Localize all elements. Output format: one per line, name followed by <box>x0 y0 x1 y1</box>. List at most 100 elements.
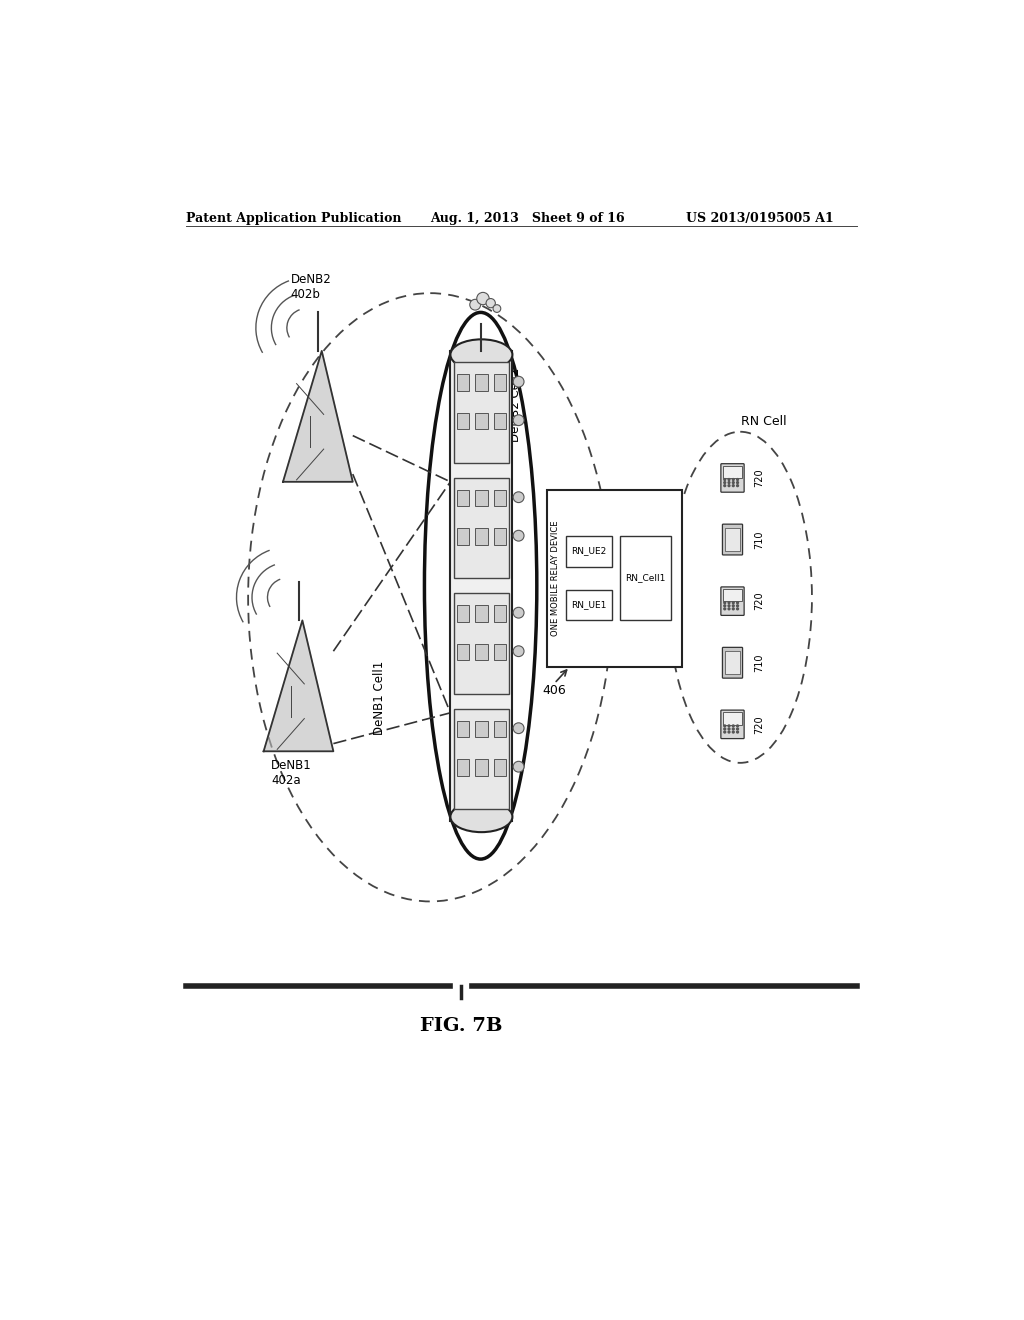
Text: Aug. 1, 2013   Sheet 9 of 16: Aug. 1, 2013 Sheet 9 of 16 <box>430 213 625 224</box>
Circle shape <box>736 725 738 727</box>
Circle shape <box>728 725 730 727</box>
Ellipse shape <box>451 801 512 832</box>
FancyBboxPatch shape <box>723 589 741 602</box>
FancyBboxPatch shape <box>475 759 487 776</box>
Text: RN_Cell1: RN_Cell1 <box>625 574 666 582</box>
Circle shape <box>736 729 738 730</box>
Circle shape <box>732 609 734 610</box>
Circle shape <box>470 300 480 310</box>
Circle shape <box>732 605 734 607</box>
FancyBboxPatch shape <box>457 721 469 738</box>
FancyBboxPatch shape <box>451 351 512 821</box>
Circle shape <box>724 479 726 480</box>
Text: DeNB1
402a: DeNB1 402a <box>271 759 312 787</box>
Circle shape <box>736 609 738 610</box>
Circle shape <box>732 602 734 603</box>
FancyBboxPatch shape <box>457 644 469 660</box>
FancyBboxPatch shape <box>475 412 487 429</box>
FancyBboxPatch shape <box>457 759 469 776</box>
FancyBboxPatch shape <box>475 644 487 660</box>
FancyBboxPatch shape <box>494 644 506 660</box>
FancyBboxPatch shape <box>566 536 612 566</box>
FancyBboxPatch shape <box>725 528 740 552</box>
Circle shape <box>736 482 738 483</box>
FancyBboxPatch shape <box>455 478 509 578</box>
Text: DeNB2 Cell2: DeNB2 Cell2 <box>509 368 522 442</box>
FancyBboxPatch shape <box>722 647 742 678</box>
Text: ONE MOBILE RELAY DEVICE: ONE MOBILE RELAY DEVICE <box>551 520 560 636</box>
FancyBboxPatch shape <box>494 759 506 776</box>
Text: 720: 720 <box>755 591 764 610</box>
FancyBboxPatch shape <box>475 490 487 507</box>
Text: RN_UE2: RN_UE2 <box>571 546 607 556</box>
FancyBboxPatch shape <box>457 528 469 545</box>
FancyBboxPatch shape <box>475 721 487 738</box>
Circle shape <box>724 609 726 610</box>
FancyBboxPatch shape <box>723 466 741 478</box>
Circle shape <box>513 414 524 425</box>
Circle shape <box>728 602 730 603</box>
Text: DeNB2
402b: DeNB2 402b <box>291 273 332 301</box>
FancyBboxPatch shape <box>494 605 506 622</box>
Ellipse shape <box>451 339 512 370</box>
Circle shape <box>513 607 524 618</box>
Text: Patent Application Publication: Patent Application Publication <box>186 213 401 224</box>
Circle shape <box>724 602 726 603</box>
Polygon shape <box>263 620 334 751</box>
FancyBboxPatch shape <box>457 374 469 391</box>
Circle shape <box>732 729 734 730</box>
FancyBboxPatch shape <box>723 713 741 725</box>
Circle shape <box>724 725 726 727</box>
FancyBboxPatch shape <box>475 374 487 391</box>
Circle shape <box>724 729 726 730</box>
Circle shape <box>728 605 730 607</box>
FancyBboxPatch shape <box>494 528 506 545</box>
Circle shape <box>736 731 738 733</box>
Circle shape <box>513 762 524 772</box>
FancyBboxPatch shape <box>457 490 469 507</box>
FancyBboxPatch shape <box>547 490 682 667</box>
Circle shape <box>493 305 501 313</box>
Text: US 2013/0195005 A1: US 2013/0195005 A1 <box>686 213 834 224</box>
Text: RN Cell: RN Cell <box>740 414 786 428</box>
Circle shape <box>736 605 738 607</box>
Circle shape <box>728 482 730 483</box>
Circle shape <box>728 609 730 610</box>
FancyBboxPatch shape <box>455 594 509 693</box>
Circle shape <box>732 725 734 727</box>
Circle shape <box>736 484 738 487</box>
FancyBboxPatch shape <box>475 605 487 622</box>
Text: 720: 720 <box>755 715 764 734</box>
Circle shape <box>728 729 730 730</box>
Circle shape <box>728 479 730 480</box>
Polygon shape <box>283 351 352 482</box>
FancyBboxPatch shape <box>721 710 744 739</box>
Text: RN_UE1: RN_UE1 <box>571 601 607 610</box>
FancyBboxPatch shape <box>566 590 612 620</box>
Text: 710: 710 <box>755 653 764 672</box>
Text: 406: 406 <box>543 684 566 697</box>
Circle shape <box>513 645 524 656</box>
Circle shape <box>732 482 734 483</box>
FancyBboxPatch shape <box>455 363 509 462</box>
Text: FIG. 7B: FIG. 7B <box>420 1016 503 1035</box>
FancyBboxPatch shape <box>457 605 469 622</box>
Circle shape <box>513 376 524 387</box>
FancyBboxPatch shape <box>722 524 742 554</box>
FancyBboxPatch shape <box>455 709 509 809</box>
FancyBboxPatch shape <box>494 412 506 429</box>
Circle shape <box>513 723 524 734</box>
Circle shape <box>724 482 726 483</box>
Circle shape <box>513 531 524 541</box>
FancyBboxPatch shape <box>721 587 744 615</box>
Circle shape <box>732 479 734 480</box>
Circle shape <box>736 479 738 480</box>
FancyBboxPatch shape <box>721 463 744 492</box>
Text: DeNB1 Cell1: DeNB1 Cell1 <box>374 660 386 734</box>
FancyBboxPatch shape <box>621 536 671 620</box>
Circle shape <box>728 731 730 733</box>
Circle shape <box>477 293 489 305</box>
FancyBboxPatch shape <box>494 490 506 507</box>
Text: 710: 710 <box>755 531 764 549</box>
FancyBboxPatch shape <box>494 721 506 738</box>
